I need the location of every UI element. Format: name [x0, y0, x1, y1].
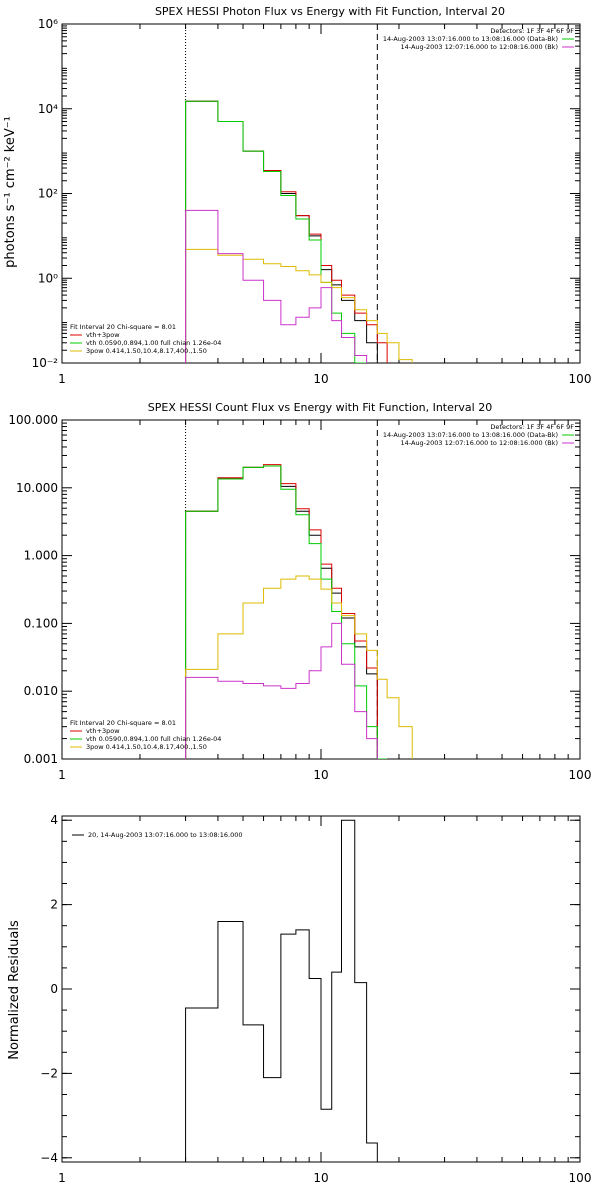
count-series-4-histogram	[185, 622, 378, 759]
photon-flux-chart-title: SPEX HESSI Photon Flux vs Energy with Fi…	[155, 5, 505, 18]
count-series-2-histogram	[185, 465, 388, 759]
residual-x-tick-label: 10	[313, 1171, 328, 1185]
count-x-tick-label: 100	[569, 768, 592, 782]
residuals-chart: Normalized Residuals 1 10 100 −4 −2 0 2 4 20, 14…	[7, 813, 591, 1185]
photon-y-tick-label: 10⁻²	[32, 356, 59, 370]
photon-series-4-histogram	[185, 209, 368, 363]
residual-legend-interval-label: 20, 14-Aug-2003 13:07:16.000 to 13:08:16…	[88, 831, 243, 839]
photon-y-tick-label: 10⁰	[38, 271, 58, 285]
count-legend-detectors: Detectors: 1F 3F 4F 6F 9F	[490, 423, 574, 431]
residual-y-tick-label: −4	[40, 1151, 58, 1165]
count-y-tick-label: 100.000	[8, 413, 58, 427]
photon-series-2-histogram	[185, 100, 367, 363]
photon-y-tick-label: 10⁶	[38, 17, 58, 31]
count-y-tick-label: 1.000	[24, 549, 58, 563]
photon-flux-chart: SPEX HESSI Photon Flux vs Energy with Fi…	[3, 5, 591, 386]
count-y-tick-label: 10.000	[16, 481, 58, 495]
count-series-3-histogram	[185, 575, 413, 759]
photon-x-tick-label: 10	[313, 372, 328, 386]
photon-y-tick-label: 10⁴	[38, 102, 58, 116]
photon-y-tick-label: 10²	[38, 187, 58, 201]
photon-legend-fit-summary: Fit Interval 20 Chi-square = 8.01	[70, 323, 176, 331]
residual-x-tick-label: 100	[569, 1171, 592, 1185]
photon-legend-fit-label: 3pow 0.414,1.50,10.4,8.17,400.,1.50	[86, 347, 207, 355]
residual-series-0-histogram	[185, 819, 378, 1162]
residual-y-tick-label: 4	[50, 813, 58, 827]
photon-legend-fit-label: vth 0.0590,0.894,1.00 full chian 1.26e-0…	[86, 339, 221, 347]
residual-y-tick-label: −2	[40, 1066, 58, 1080]
residual-x-tick-label: 1	[58, 1171, 66, 1185]
count-legend-fit-label: 3pow 0.414,1.50,10.4,8.17,400.,1.50	[86, 743, 207, 751]
count-flux-chart: SPEX HESSI Count Flux vs Energy with Fit…	[8, 401, 591, 782]
residual-y-tick-label: 2	[50, 898, 58, 912]
count-x-tick-label: 10	[313, 768, 328, 782]
photon-legend-interval-label: 14-Aug-2003 13:07:16.000 to 13:08:16.000…	[383, 35, 558, 43]
count-legend-fit-label: vth 0.0590,0.894,1.00 full chian 1.26e-0…	[86, 735, 221, 743]
residuals-y-axis-label: Normalized Residuals	[7, 920, 22, 1060]
photon-series-3-histogram	[185, 248, 413, 363]
count-y-tick-label: 0.100	[24, 616, 58, 630]
photon-legend-interval-label: 14-Aug-2003 12:07:16.000 to 12:08:16.000…	[401, 43, 558, 51]
count-legend-interval-label: 14-Aug-2003 13:07:16.000 to 13:08:16.000…	[383, 431, 558, 439]
count-flux-chart-title: SPEX HESSI Count Flux vs Energy with Fit…	[148, 401, 492, 414]
count-legend-fit-label: vth+3pow	[86, 727, 120, 735]
photon-legend-detectors: Detectors: 1F 3F 4F 6F 9F	[490, 27, 574, 35]
photon-legend-fit-label: vth+3pow	[86, 331, 120, 339]
photon-flux-y-axis-label: photons s⁻¹ cm⁻² keV⁻¹	[3, 116, 18, 268]
count-y-tick-label: 0.010	[24, 684, 58, 698]
count-legend-fit-summary: Fit Interval 20 Chi-square = 8.01	[70, 719, 176, 727]
residual-y-tick-label: 0	[50, 982, 58, 996]
photon-x-tick-label: 100	[569, 372, 592, 386]
count-y-tick-label: 0.001	[24, 752, 58, 766]
count-x-tick-label: 1	[58, 768, 66, 782]
count-legend-interval-label: 14-Aug-2003 12:07:16.000 to 12:08:16.000…	[401, 439, 558, 447]
photon-x-tick-label: 1	[58, 372, 66, 386]
